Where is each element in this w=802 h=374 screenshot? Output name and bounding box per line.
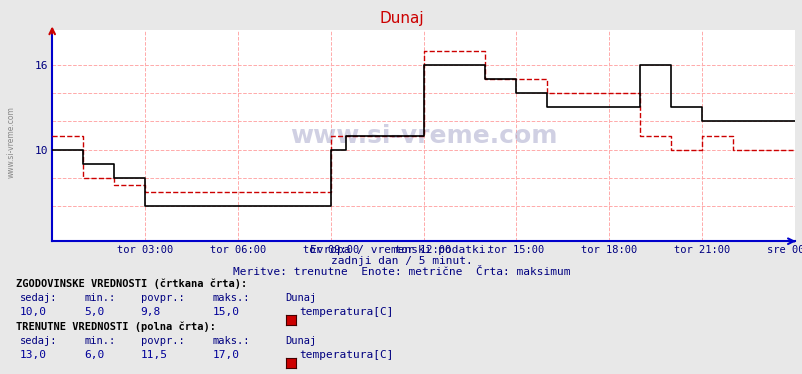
Text: min.:: min.: xyxy=(84,336,115,346)
Text: 9,8: 9,8 xyxy=(140,307,160,317)
Text: www.si-vreme.com: www.si-vreme.com xyxy=(6,106,15,178)
Text: sedaj:: sedaj: xyxy=(20,293,58,303)
Text: maks.:: maks.: xyxy=(213,336,250,346)
Text: Dunaj: Dunaj xyxy=(285,293,316,303)
Text: min.:: min.: xyxy=(84,293,115,303)
Text: Dunaj: Dunaj xyxy=(379,11,423,26)
Text: Evropa / vremenski podatki.: Evropa / vremenski podatki. xyxy=(310,245,492,255)
Text: Dunaj: Dunaj xyxy=(285,336,316,346)
Text: 15,0: 15,0 xyxy=(213,307,240,317)
Text: 11,5: 11,5 xyxy=(140,350,168,360)
Text: 5,0: 5,0 xyxy=(84,307,104,317)
Text: 13,0: 13,0 xyxy=(20,350,47,360)
Text: ZGODOVINSKE VREDNOSTI (črtkana črta):: ZGODOVINSKE VREDNOSTI (črtkana črta): xyxy=(16,279,247,289)
Text: 6,0: 6,0 xyxy=(84,350,104,360)
Text: www.si-vreme.com: www.si-vreme.com xyxy=(290,123,557,148)
Text: temperatura[C]: temperatura[C] xyxy=(299,350,394,360)
Text: povpr.:: povpr.: xyxy=(140,293,184,303)
Text: sedaj:: sedaj: xyxy=(20,336,58,346)
Text: temperatura[C]: temperatura[C] xyxy=(299,307,394,317)
Text: 10,0: 10,0 xyxy=(20,307,47,317)
Text: 17,0: 17,0 xyxy=(213,350,240,360)
Text: Meritve: trenutne  Enote: metrične  Črta: maksimum: Meritve: trenutne Enote: metrične Črta: … xyxy=(233,267,569,278)
Text: maks.:: maks.: xyxy=(213,293,250,303)
Text: TRENUTNE VREDNOSTI (polna črta):: TRENUTNE VREDNOSTI (polna črta): xyxy=(16,322,216,332)
Text: zadnji dan / 5 minut.: zadnji dan / 5 minut. xyxy=(330,256,472,266)
Text: povpr.:: povpr.: xyxy=(140,336,184,346)
